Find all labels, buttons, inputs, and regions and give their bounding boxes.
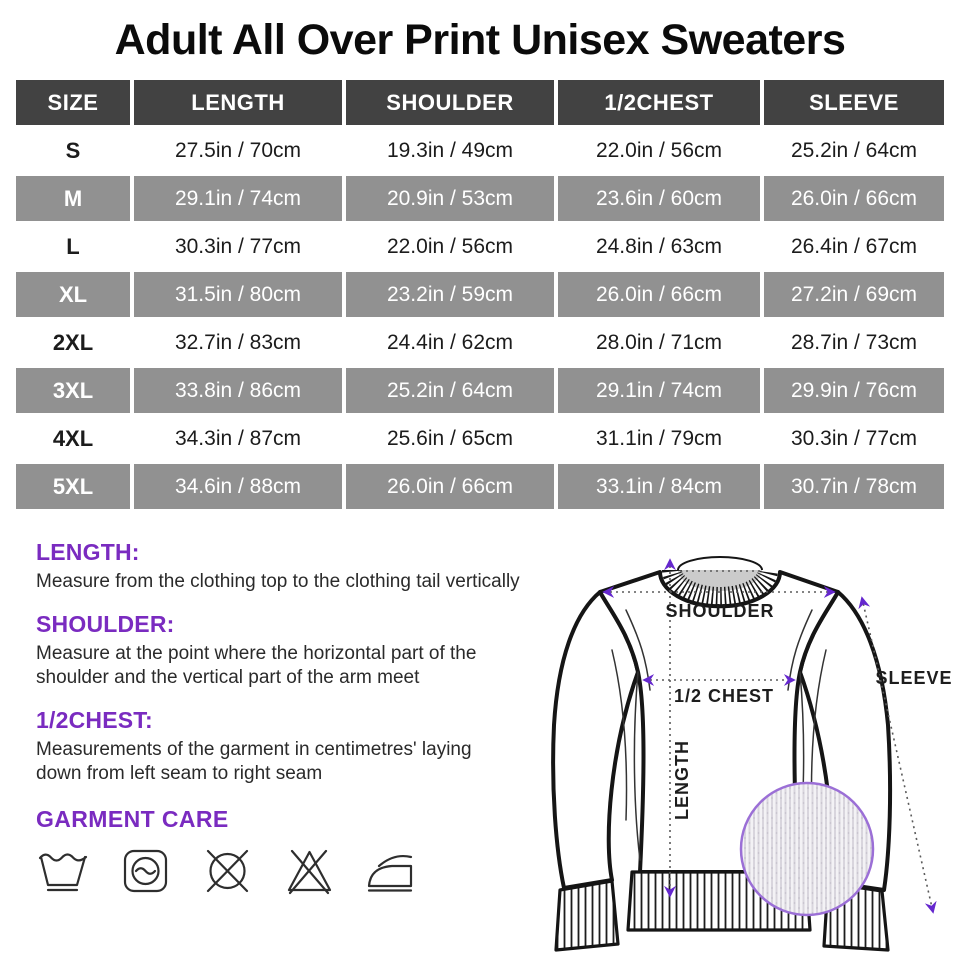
table-row: L 30.3in / 77cm 22.0in / 56cm 24.8in / 6… <box>16 224 944 269</box>
page-title: Adult All Over Print Unisex Sweaters <box>114 16 846 64</box>
measurement-cell: 26.4in / 67cm <box>764 224 944 269</box>
measurement-cell: 26.0in / 66cm <box>346 464 554 509</box>
measurement-cell: 27.2in / 69cm <box>764 272 944 317</box>
measurement-cell: 23.6in / 60cm <box>558 176 760 221</box>
measurement-cell: 25.2in / 64cm <box>346 368 554 413</box>
definition-term: 1/2CHEST: <box>36 707 153 733</box>
table-row: M 29.1in / 74cm 20.9in / 53cm 23.6in / 6… <box>16 176 944 221</box>
definition-length: LENGTH: Measure from the clothing top to… <box>36 539 588 594</box>
garment-care-heading: GARMENT CARE <box>36 806 229 832</box>
do-not-bleach-icon <box>282 843 338 899</box>
measurement-cell: 25.6in / 65cm <box>346 416 554 461</box>
size-cell: L <box>16 224 130 269</box>
table-row: 4XL 34.3in / 87cm 25.6in / 65cm 31.1in /… <box>16 416 944 461</box>
measurement-cell: 22.0in / 56cm <box>346 224 554 269</box>
size-cell: 3XL <box>16 368 130 413</box>
size-cell: 4XL <box>16 416 130 461</box>
measurement-cell: 33.8in / 86cm <box>134 368 342 413</box>
column-header-length: LENGTH <box>134 80 342 125</box>
sleeve-label: SLEEVE <box>875 668 952 688</box>
measurement-cell: 29.9in / 76cm <box>764 368 944 413</box>
footnote: *All Dimensions are Measured Manually wi… <box>36 919 588 960</box>
table-row: XL 31.5in / 80cm 23.2in / 59cm 26.0in / … <box>16 272 944 317</box>
table-row: 5XL 34.6in / 88cm 26.0in / 66cm 33.1in /… <box>16 464 944 509</box>
measurement-cell: 23.2in / 59cm <box>346 272 554 317</box>
measurement-cell: 30.3in / 77cm <box>764 416 944 461</box>
measurement-cell: 29.1in / 74cm <box>134 176 342 221</box>
table-header-row: SIZE LENGTH SHOULDER 1/2CHEST SLEEVE <box>16 80 944 125</box>
measurement-cell: 26.0in / 66cm <box>558 272 760 317</box>
measurement-cell: 31.5in / 80cm <box>134 272 342 317</box>
size-cell: 2XL <box>16 320 130 365</box>
measurement-cell: 33.1in / 84cm <box>558 464 760 509</box>
column-header-size: SIZE <box>16 80 130 125</box>
definition-term: SHOULDER: <box>36 611 175 637</box>
measurement-cell: 22.0in / 56cm <box>558 128 760 173</box>
measurement-cell: 32.7in / 83cm <box>134 320 342 365</box>
shoulder-label: SHOULDER <box>665 601 774 621</box>
half-chest-label: 1/2 CHEST <box>674 686 774 706</box>
size-cell: M <box>16 176 130 221</box>
table-row: S 27.5in / 70cm 19.3in / 49cm 22.0in / 5… <box>16 128 944 173</box>
definition-term: LENGTH: <box>36 539 140 565</box>
definition-text: down from left seam to right seam <box>36 763 323 784</box>
machine-wash-icon <box>118 843 174 899</box>
measurement-cell: 24.4in / 62cm <box>346 320 554 365</box>
table-row: 2XL 32.7in / 83cm 24.4in / 62cm 28.0in /… <box>16 320 944 365</box>
sweater-diagram: SHOULDER 1/2 CHEST LENGTH SLEEVE <box>540 540 960 960</box>
measurement-cell: 30.3in / 77cm <box>134 224 342 269</box>
measurement-cell: 29.1in / 74cm <box>558 368 760 413</box>
fabric-detail-circle <box>739 781 875 917</box>
measurement-cell: 31.1in / 79cm <box>558 416 760 461</box>
column-header-sleeve: SLEEVE <box>764 80 944 125</box>
measurement-cell: 25.2in / 64cm <box>764 128 944 173</box>
measurement-lines <box>602 558 937 914</box>
measurement-cell: 28.0in / 71cm <box>558 320 760 365</box>
measurement-cell: 34.6in / 88cm <box>134 464 342 509</box>
definition-shoulder: SHOULDER: Measure at the point where the… <box>36 611 588 690</box>
measurement-cell: 34.3in / 87cm <box>134 416 342 461</box>
measurement-cell: 28.7in / 73cm <box>764 320 944 365</box>
definition-text: Measure at the point where the horizonta… <box>36 643 477 664</box>
column-header-halfchest: 1/2CHEST <box>558 80 760 125</box>
definition-text: shoulder and the vertical part of the ar… <box>36 667 420 688</box>
definition-text: Measurements of the garment in centimetr… <box>36 739 472 760</box>
column-header-shoulder: SHOULDER <box>346 80 554 125</box>
measurement-cell: 19.3in / 49cm <box>346 128 554 173</box>
definitions-section: LENGTH: Measure from the clothing top to… <box>36 539 588 960</box>
do-not-dry-clean-icon <box>200 843 256 899</box>
size-cell: S <box>16 128 130 173</box>
size-cell: 5XL <box>16 464 130 509</box>
length-label: LENGTH <box>672 740 692 820</box>
definition-halfchest: 1/2CHEST: Measurements of the garment in… <box>36 707 588 786</box>
size-cell: XL <box>16 272 130 317</box>
measurement-cell: 26.0in / 66cm <box>764 176 944 221</box>
measurement-cell: 30.7in / 78cm <box>764 464 944 509</box>
table-row: 3XL 33.8in / 86cm 25.2in / 64cm 29.1in /… <box>16 368 944 413</box>
measurement-cell: 20.9in / 53cm <box>346 176 554 221</box>
hand-wash-icon <box>36 843 92 899</box>
definition-text: Measure from the clothing top to the clo… <box>36 571 520 592</box>
measurement-cell: 27.5in / 70cm <box>134 128 342 173</box>
iron-icon <box>364 843 420 899</box>
measurement-cell: 24.8in / 63cm <box>558 224 760 269</box>
garment-care-icons <box>36 843 588 899</box>
size-table: SIZE LENGTH SHOULDER 1/2CHEST SLEEVE S 2… <box>12 77 948 512</box>
